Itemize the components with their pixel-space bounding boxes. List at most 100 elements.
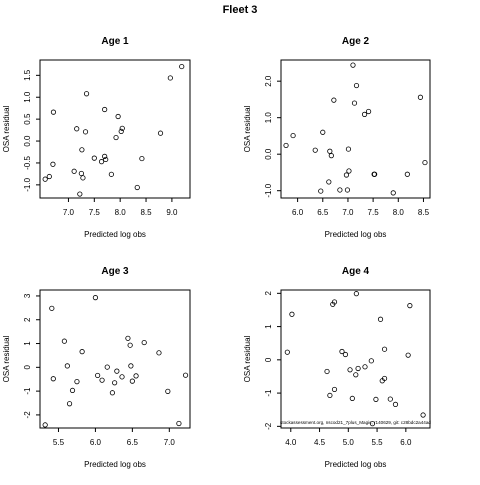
y-tick-label: -1 (23, 387, 32, 395)
x-axis-label: Predicted log obs (325, 230, 387, 239)
x-tick-label: 7.0 (342, 208, 354, 217)
y-tick-label: 2 (264, 291, 273, 296)
data-point (49, 305, 55, 311)
y-tick-label: 1.0 (23, 91, 32, 103)
data-point (346, 168, 352, 174)
data-point (113, 134, 119, 141)
x-tick-label: 4.5 (314, 438, 326, 447)
data-point (104, 364, 110, 370)
data-point (337, 187, 343, 193)
data-point (365, 108, 372, 115)
data-point (381, 346, 388, 352)
data-point (318, 188, 324, 194)
data-point (326, 179, 332, 185)
data-point (108, 171, 114, 177)
data-point (128, 363, 134, 369)
data-point (109, 390, 116, 396)
x-tick-label: 4.0 (285, 438, 297, 447)
data-point (80, 175, 86, 181)
data-point (98, 159, 105, 165)
y-tick-label: -0.5 (23, 156, 32, 170)
x-tick-label: 7.0 (164, 438, 176, 447)
data-point (42, 176, 48, 182)
x-tick-label: 6.5 (127, 438, 139, 447)
data-point (61, 338, 67, 344)
y-tick-label: 2.0 (264, 75, 273, 87)
data-point (390, 190, 396, 196)
data-point (290, 132, 296, 139)
y-tick-label: 1.0 (264, 112, 273, 124)
data-point (387, 396, 393, 402)
figure-title: Fleet 3 (222, 4, 258, 16)
x-tick-label: 8.5 (140, 208, 152, 217)
x-tick-label: 7.5 (89, 208, 101, 217)
data-point (182, 372, 189, 378)
data-point (331, 97, 337, 103)
data-point (115, 113, 121, 120)
data-point (46, 173, 52, 180)
plot-frame (280, 59, 431, 199)
x-tick-label: 8.0 (115, 208, 127, 217)
data-point (327, 148, 333, 154)
data-point (103, 156, 109, 163)
panel-title: Age 1 (101, 36, 129, 47)
x-tick-label: 5.5 (372, 438, 384, 447)
data-point (157, 130, 164, 136)
y-tick-label: 1 (264, 324, 273, 329)
data-point (381, 375, 388, 382)
data-point (50, 109, 57, 115)
y-tick-label: -2 (23, 411, 32, 419)
data-point (69, 387, 76, 394)
data-point (347, 367, 353, 373)
y-tick-label: 2 (23, 317, 32, 322)
data-point (77, 191, 83, 197)
data-point (324, 368, 330, 375)
data-point (368, 358, 374, 364)
data-point (79, 349, 85, 355)
data-point (362, 364, 368, 370)
data-point (353, 291, 359, 297)
data-point (417, 94, 424, 100)
data-point (373, 396, 379, 403)
x-tick-label: 6.0 (400, 438, 412, 447)
y-tick-label: 0.0 (264, 148, 273, 160)
data-point (112, 380, 118, 386)
data-point (139, 155, 145, 162)
data-point (353, 82, 360, 89)
data-point (350, 62, 356, 68)
data-point (134, 184, 140, 191)
data-point (339, 348, 345, 355)
data-point (372, 171, 378, 177)
y-tick-label: 0 (264, 357, 273, 362)
y-axis-label: OSA residual (243, 105, 252, 152)
x-tick-label: 7.5 (368, 208, 380, 217)
x-tick-label: 5.0 (343, 438, 355, 447)
data-point (377, 316, 384, 322)
plot-frame (39, 59, 191, 199)
x-tick-label: 6.5 (317, 208, 329, 217)
data-point (82, 129, 89, 135)
y-tick-label: 0 (23, 365, 32, 370)
y-tick-label: 3 (23, 293, 32, 298)
data-point (64, 363, 70, 369)
x-tick-label: 8.5 (418, 208, 430, 217)
y-tick-label: -1.0 (264, 183, 273, 197)
y-axis-label: OSA residual (243, 335, 252, 382)
data-point (422, 159, 428, 166)
data-point (125, 335, 131, 341)
data-point (361, 111, 368, 117)
y-tick-label: -2 (264, 422, 273, 430)
x-tick-label: 7.0 (63, 208, 75, 217)
x-tick-label: 6.0 (90, 438, 102, 447)
data-point (284, 349, 290, 355)
y-axis-label: OSA residual (2, 335, 11, 382)
data-point (79, 147, 85, 153)
data-point (127, 342, 133, 348)
data-point (353, 372, 359, 378)
data-point (167, 75, 173, 81)
data-point (349, 395, 355, 402)
data-point (114, 368, 120, 374)
data-point (78, 170, 84, 177)
data-point (407, 303, 413, 309)
